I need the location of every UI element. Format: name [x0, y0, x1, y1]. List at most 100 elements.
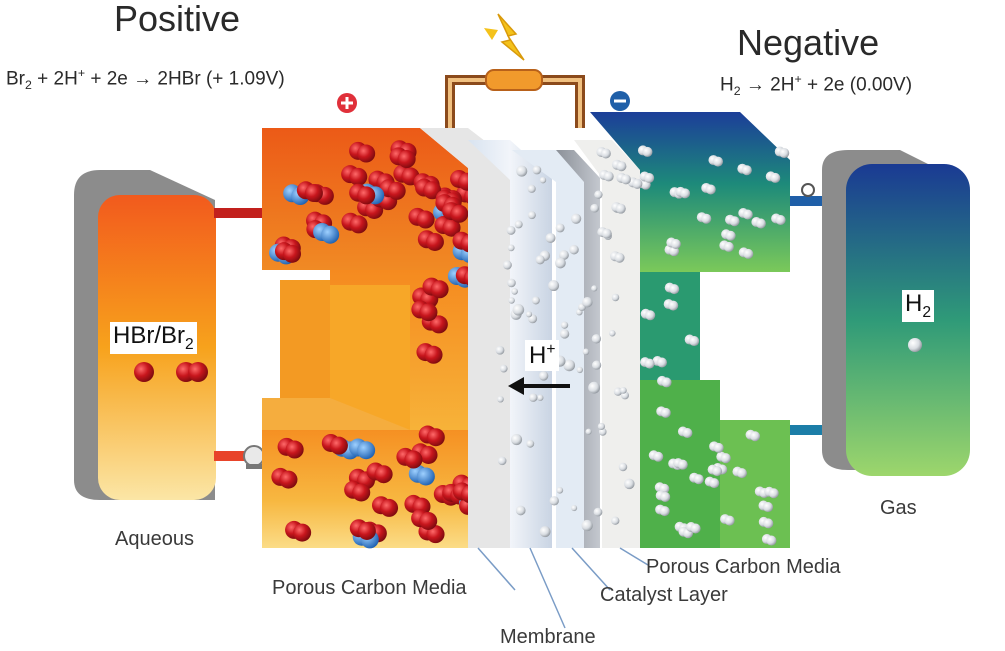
ion-particle — [571, 504, 578, 512]
bromine-molecule — [380, 498, 399, 517]
bromine-molecule — [429, 315, 448, 334]
hydrogen-molecule — [712, 466, 723, 477]
hydrogen-molecule — [661, 377, 672, 388]
ion-particle — [528, 393, 538, 402]
valve-icon — [801, 183, 815, 197]
bromine-molecule — [283, 244, 302, 263]
ion-particle — [555, 223, 565, 233]
hydrogen-molecule — [670, 239, 681, 250]
ion-particle — [619, 386, 627, 394]
hydrogen-molecule — [755, 218, 766, 229]
hydrogen-molecule — [693, 474, 704, 485]
ion-particle — [592, 360, 602, 370]
porous-carbon-media-right-label: Porous Carbon Media — [646, 556, 841, 578]
bromine-molecule — [419, 511, 438, 530]
ion-particle — [591, 285, 598, 292]
membrane-assembly — [420, 128, 640, 548]
porous-carbon-media-left-label: Porous Carbon Media — [272, 577, 467, 599]
ion-particle — [538, 371, 549, 381]
hydrogen-molecule — [669, 284, 680, 295]
hydrogen-molecule — [600, 148, 611, 159]
ion-particle — [539, 176, 547, 184]
ion-particle — [618, 462, 628, 472]
bromine-molecule — [357, 441, 376, 460]
ion-particle — [502, 260, 512, 270]
hydrogen-molecule — [668, 300, 679, 311]
ion-particle — [506, 225, 516, 235]
ion-particle — [508, 297, 515, 304]
bromine-molecule — [285, 440, 304, 459]
hydrogen-molecule — [712, 156, 723, 167]
hydrogen-molecule — [763, 518, 774, 529]
bromine-molecule — [426, 428, 445, 447]
hydrogen-molecule — [615, 203, 626, 214]
hydrogen-molecule — [620, 174, 631, 185]
right-pipes — [790, 183, 845, 435]
membrane-label: Membrane — [500, 626, 596, 648]
bromine-molecule — [397, 150, 416, 169]
ion-particle — [593, 507, 603, 517]
ion-particle — [556, 486, 564, 494]
bromine-molecule — [349, 167, 368, 186]
bromine-molecule — [416, 467, 435, 486]
ion-particle — [514, 220, 523, 229]
negative-electrode — [590, 112, 790, 548]
bromine-molecule — [374, 465, 393, 484]
bromine-molecule — [430, 280, 449, 299]
hydrogen-molecule — [770, 172, 781, 183]
left-tank-label: HBr/Br2 — [110, 322, 197, 354]
hydrogen-molecule — [644, 172, 655, 183]
ion-particle — [549, 496, 559, 506]
ion-particle — [582, 348, 590, 356]
hydrogen-molecule — [689, 336, 700, 347]
negative-title: Negative — [737, 22, 880, 63]
ion-particle — [611, 293, 620, 302]
ion-particle — [594, 190, 603, 199]
ion-particle — [507, 278, 516, 288]
hydrogen-molecule — [724, 515, 735, 526]
gas-tank — [822, 150, 970, 476]
ion-particle — [526, 439, 535, 448]
bromine-molecule — [357, 521, 376, 540]
hydrogen-molecule — [741, 165, 752, 176]
right-tank-label: H2 — [902, 290, 935, 322]
hydrogen-molecule — [701, 213, 712, 224]
gas-label: Gas — [880, 497, 917, 519]
bromine-molecule — [450, 204, 469, 223]
hydrogen-molecule — [680, 188, 691, 199]
ion-particle — [525, 311, 533, 318]
ion-particle — [555, 257, 566, 269]
hydrogen-molecule — [742, 209, 753, 220]
ion-particle — [576, 366, 584, 374]
positive-equation: Br2 + 2H+ + 2e → 2HBr (+ 1.09V) — [6, 66, 285, 93]
hydrogen-molecule — [614, 252, 625, 263]
aqueous-label: Aqueous — [115, 528, 194, 550]
ion-particle — [585, 428, 592, 435]
ion-particle — [548, 280, 560, 292]
hydrogen-molecule — [645, 310, 656, 321]
load-resistor — [485, 69, 543, 91]
ion-particle — [559, 329, 570, 339]
bromine-molecule — [425, 232, 444, 251]
hydrogen-molecule — [690, 523, 701, 534]
hydrogen-molecule — [659, 506, 670, 517]
bromine-molecule — [349, 215, 368, 234]
hydrogen-molecule — [677, 459, 688, 470]
hydrogen-molecule — [632, 178, 643, 189]
ion-particle — [570, 213, 582, 224]
positive-title: Positive — [114, 0, 241, 39]
ion-particle — [515, 505, 526, 516]
ion-particle — [591, 334, 602, 344]
hydrogen-molecule — [775, 214, 786, 225]
bromine-molecule — [304, 184, 323, 203]
ion-particle — [569, 244, 579, 255]
ion-particle — [624, 478, 635, 490]
ion-particle — [497, 395, 504, 403]
bromine-molecule — [352, 483, 371, 502]
hydrogen-molecule — [723, 241, 734, 252]
hydrogen-molecule — [644, 358, 655, 369]
positive-electrode — [262, 128, 486, 549]
bromine-molecule — [321, 225, 340, 244]
lightning-bolt-icon — [497, 13, 525, 61]
